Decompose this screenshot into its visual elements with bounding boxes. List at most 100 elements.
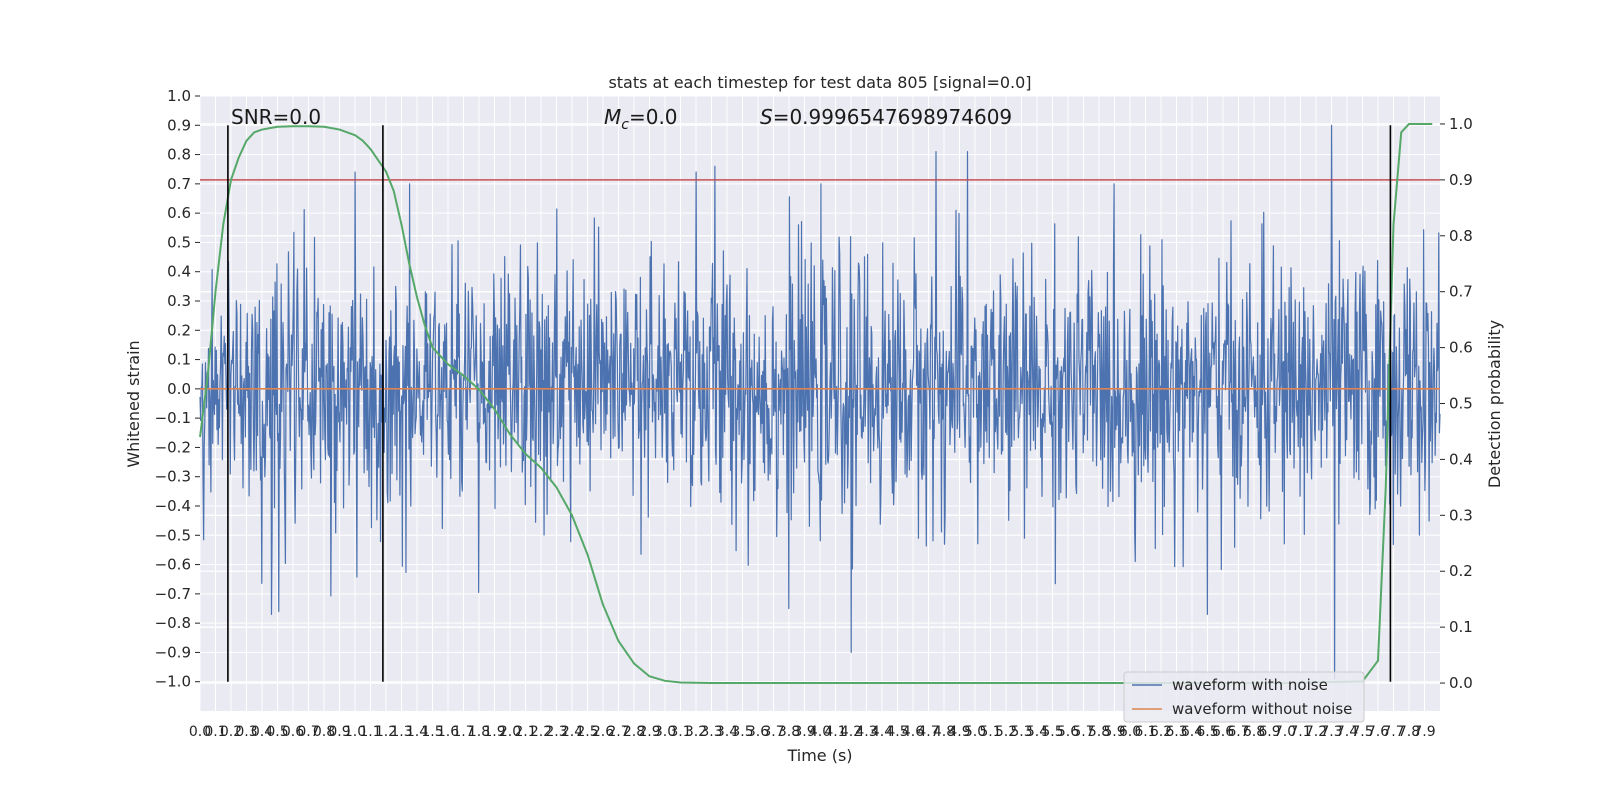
x-tick-label: 2.2 — [530, 724, 552, 740]
mc-value: =0.0 — [629, 105, 678, 129]
y-tick-label: −0.5 — [155, 526, 191, 544]
y-tick-label: −0.2 — [155, 438, 191, 456]
x-tick-label: 5.6 — [1057, 724, 1079, 740]
legend-label-noise: waveform with noise — [1172, 676, 1328, 694]
x-tick-label: 7.1 — [1289, 724, 1311, 740]
noise-waveform-line — [199, 124, 1441, 680]
x-tick-label: 3.5 — [731, 724, 753, 740]
x-tick-label: 2.7 — [607, 724, 629, 740]
y-tick-label: 0.5 — [167, 233, 191, 251]
y-tick-label: 1.0 — [167, 87, 191, 105]
x-tick-label: 6.5 — [1196, 724, 1218, 740]
y-tick-label: 0.3 — [167, 292, 191, 310]
x-tick-label: 1.7 — [452, 724, 474, 740]
x-tick-label: 7.3 — [1320, 724, 1342, 740]
y-tick-label: 0.7 — [167, 175, 191, 193]
y2-tick-label: 0.8 — [1449, 227, 1473, 245]
x-axis-label: Time (s) — [786, 746, 852, 765]
chart-title: stats at each timestep for test data 805… — [608, 73, 1031, 92]
y2-tick-label: 0.2 — [1449, 562, 1473, 580]
legend: waveform with noise waveform without noi… — [1123, 671, 1365, 723]
tick-labels: 0.00.10.20.30.40.50.60.70.80.91.01.11.21… — [155, 87, 1473, 740]
y-tick-label: −0.6 — [155, 556, 191, 574]
y2-axis-label: Detection probability — [1485, 320, 1504, 488]
x-tick-label: 4.7 — [917, 724, 939, 740]
x-tick-label: 0.7 — [297, 724, 319, 740]
x-tick-label: 0.3 — [235, 724, 257, 740]
y-tick-label: −1.0 — [155, 673, 191, 691]
legend-label-clean: waveform without noise — [1172, 700, 1352, 718]
x-tick-label: 4.4 — [871, 724, 893, 740]
x-tick-label: 3.8 — [778, 724, 800, 740]
x-tick-label: 0.5 — [266, 724, 288, 740]
s-value: =0.9996547698974609 — [773, 105, 1012, 129]
x-tick-label: 5.8 — [1088, 724, 1110, 740]
y-tick-label: −0.7 — [155, 585, 191, 603]
mc-symbol: M — [604, 105, 621, 129]
x-tick-label: 7.5 — [1351, 724, 1373, 740]
x-tick-label: 3.3 — [700, 724, 722, 740]
x-tick-label: 5.4 — [1026, 724, 1048, 740]
y-axis-label: Whitened strain — [124, 340, 143, 467]
legend-box — [1123, 671, 1365, 723]
x-tick-label: 0.0 — [189, 724, 211, 740]
x-tick-label: 4.9 — [948, 724, 970, 740]
x-tick-label: 1.2 — [375, 724, 397, 740]
y2-tick-label: 0.9 — [1449, 171, 1473, 189]
x-tick-label: 1.3 — [390, 724, 412, 740]
x-tick-label: 6.9 — [1258, 724, 1280, 740]
x-tick-label: 0.2 — [220, 724, 242, 740]
x-tick-label: 5.0 — [964, 724, 986, 740]
y2-tick-label: 0.6 — [1449, 339, 1473, 357]
x-tick-label: 6.1 — [1134, 724, 1156, 740]
x-tick-label: 3.2 — [685, 724, 707, 740]
x-tick-label: 7.7 — [1382, 724, 1404, 740]
y-tick-label: 0.0 — [167, 380, 191, 398]
x-tick-label: 6.4 — [1181, 724, 1203, 740]
y-tick-label: 0.1 — [167, 351, 191, 369]
y-tick-label: −0.9 — [155, 643, 191, 661]
x-tick-label: 7.4 — [1336, 724, 1358, 740]
x-tick-label: 1.8 — [468, 724, 490, 740]
y2-tick-label: 0.7 — [1449, 283, 1473, 301]
x-tick-label: 6.2 — [1150, 724, 1172, 740]
x-tick-label: 0.8 — [313, 724, 335, 740]
x-tick-label: 2.4 — [561, 724, 583, 740]
s-annotation: S=0.9996547698974609 — [760, 105, 1012, 129]
snr-annotation: SNR=0.0 — [231, 105, 321, 129]
y-tick-label: −0.8 — [155, 614, 191, 632]
x-tick-label: 4.1 — [824, 724, 846, 740]
y2-tick-label: 1.0 — [1449, 115, 1473, 133]
x-tick-label: 7.6 — [1367, 724, 1389, 740]
x-tick-label: 0.9 — [328, 724, 350, 740]
x-tick-label: 5.9 — [1103, 724, 1125, 740]
x-tick-label: 1.6 — [437, 724, 459, 740]
x-tick-label: 6.8 — [1243, 724, 1265, 740]
x-tick-label: 6.7 — [1227, 724, 1249, 740]
y2-tick-label: 0.3 — [1449, 506, 1473, 524]
x-tick-label: 6.0 — [1119, 724, 1141, 740]
x-tick-label: 3.6 — [747, 724, 769, 740]
y-tick-label: −0.4 — [155, 497, 191, 515]
x-tick-label: 7.0 — [1274, 724, 1296, 740]
x-tick-label: 2.6 — [592, 724, 614, 740]
x-tick-label: 0.6 — [282, 724, 304, 740]
x-tick-label: 2.5 — [576, 724, 598, 740]
y-tick-label: 0.8 — [167, 146, 191, 164]
x-tick-label: 7.2 — [1305, 724, 1327, 740]
x-tick-label: 0.1 — [204, 724, 226, 740]
x-tick-label: 1.5 — [421, 724, 443, 740]
x-tick-label: 3.4 — [716, 724, 738, 740]
x-tick-label: 5.5 — [1041, 724, 1063, 740]
y-tick-label: 0.6 — [167, 204, 191, 222]
y2-tick-label: 0.4 — [1449, 450, 1473, 468]
mc-annotation: Mc=0.0 — [604, 105, 678, 133]
x-tick-label: 5.3 — [1010, 724, 1032, 740]
x-tick-label: 4.0 — [809, 724, 831, 740]
y-tick-label: 0.4 — [167, 263, 191, 281]
x-tick-label: 5.2 — [995, 724, 1017, 740]
y-tick-label: −0.3 — [155, 468, 191, 486]
x-tick-label: 4.8 — [933, 724, 955, 740]
marker-lines — [227, 125, 1392, 682]
